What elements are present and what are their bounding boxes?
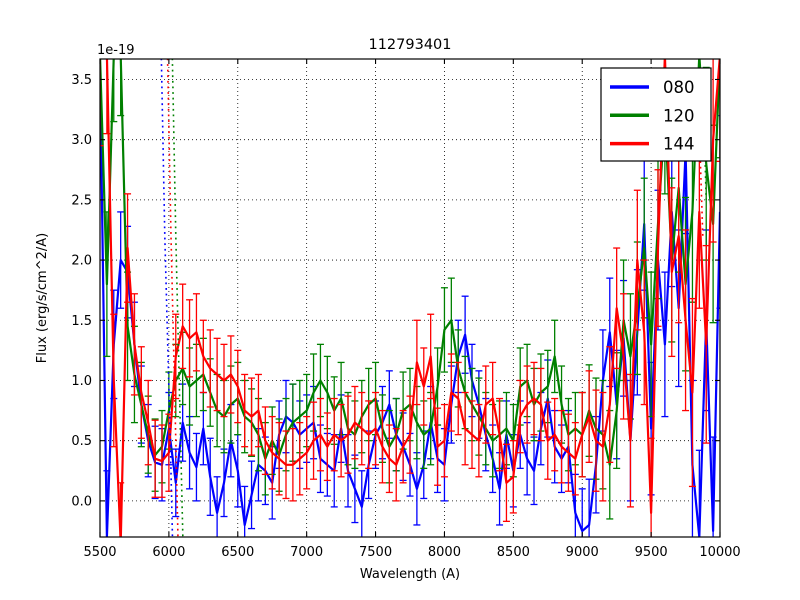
x-tick-label-6500: 6500 (221, 545, 254, 560)
y-tick-label-1: 1.0 (71, 374, 92, 389)
y-axis-label: Flux (erg/s/cm^2/A) (35, 233, 50, 363)
masked-dotted-120-2 (171, 59, 184, 537)
axes-frame-layer (99, 58, 721, 538)
axes-frame (99, 58, 721, 538)
y-tick-label-0.5: 0.5 (71, 434, 92, 449)
x-tick-label-9500: 9500 (635, 545, 668, 560)
ticks-layer: 5500 6000 6500 7000 7500 8000 8500 9000 9500 1000… (71, 59, 741, 560)
legend-label-080: 080 (663, 78, 695, 97)
series-layer (100, 59, 720, 537)
x-tick-label-5500: 5500 (83, 545, 116, 560)
legend-label-120: 120 (663, 106, 695, 125)
legend-label-144: 144 (663, 135, 695, 154)
x-tick-label-10000: 10000 (699, 545, 740, 560)
y-tick-label-3: 3.0 (71, 133, 92, 148)
y-tick-label-3.5: 3.5 (71, 73, 92, 88)
x-tick-label-7000: 7000 (290, 545, 323, 560)
masked-dotted-080-0 (160, 59, 174, 537)
legend: 080 120 144 (600, 67, 712, 162)
x-tick-label-8500: 8500 (497, 545, 530, 560)
clipped-series (100, 59, 720, 537)
y-offset-text: 1e-19 (97, 43, 135, 58)
y-tick-label-1.5: 1.5 (71, 314, 92, 329)
y-tick-label-2.5: 2.5 (71, 193, 92, 208)
x-tick-label-8000: 8000 (428, 545, 461, 560)
x-tick-label-6000: 6000 (152, 545, 185, 560)
y-tick-label-2: 2.0 (71, 254, 92, 269)
x-axis-label: Wavelength (A) (360, 567, 460, 582)
x-tick-label-9000: 9000 (566, 545, 599, 560)
masked-dotted-144-1 (166, 59, 179, 537)
y-tick-label-0: 0.0 (71, 494, 92, 509)
x-tick-label-7500: 7500 (359, 545, 392, 560)
chart-title: 112793401 (368, 37, 451, 53)
series-line-144 (105, 59, 720, 537)
